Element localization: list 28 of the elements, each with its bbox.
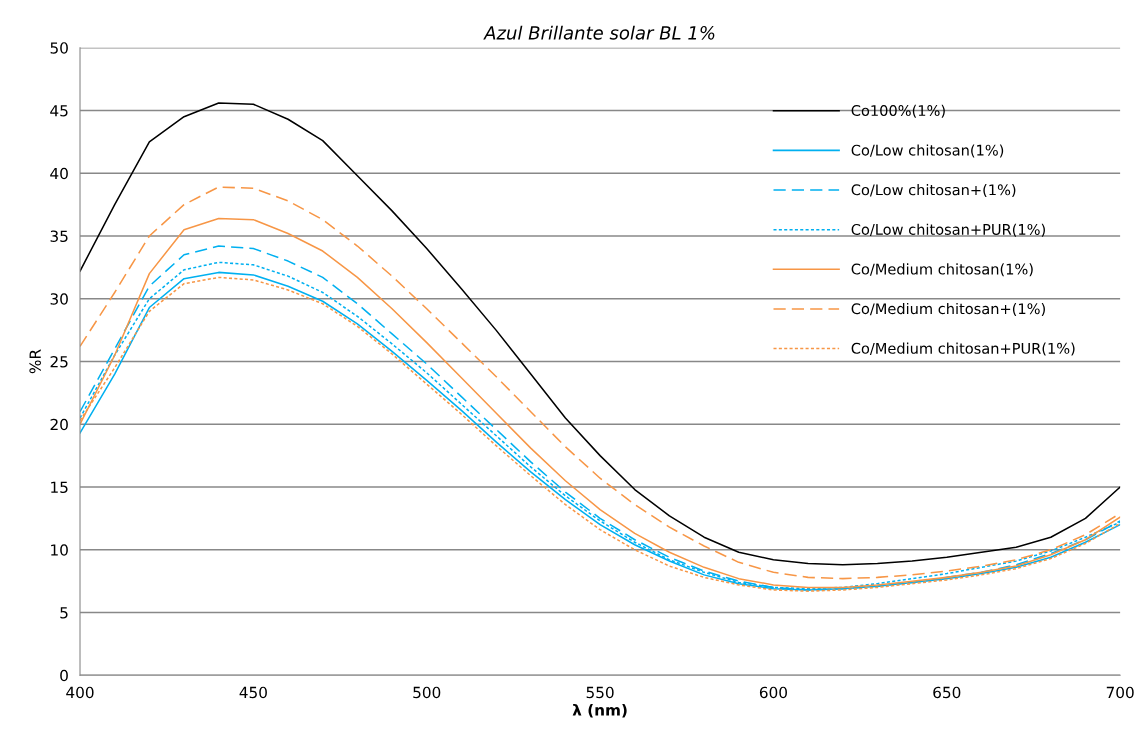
y-tick-label: 25: [50, 355, 68, 368]
chart-title: Azul Brillante solar BL 1%: [483, 25, 715, 40]
legend-label: Co/Medium chitosan+PUR(1%): [851, 342, 1075, 356]
legend-label: Co/Low chitosan(1%): [851, 144, 1004, 158]
x-tick-label: 650: [933, 686, 961, 699]
y-tick-label: 20: [50, 418, 68, 431]
legend-label: Co100%(1%): [851, 104, 945, 118]
y-axis-title: %R: [29, 349, 41, 374]
y-tick-label: 15: [51, 481, 68, 494]
y-tick-label: 5: [60, 607, 68, 619]
legend-label: Co/Low chitosan+(1%): [851, 184, 1016, 198]
legend-label: Co/Medium chitosan+(1%): [851, 302, 1045, 316]
x-tick-label: 550: [586, 686, 614, 699]
x-tick-label: 700: [1106, 686, 1134, 699]
x-tick-label: 500: [413, 686, 441, 699]
y-tick-label: 35: [50, 230, 68, 242]
legend-label: Co/Low chitosan+PUR(1%): [851, 223, 1045, 237]
y-tick-label: 45: [50, 105, 68, 117]
y-tick-label: 40: [50, 167, 68, 180]
y-tick-label: 50: [50, 42, 68, 54]
x-axis-title: λ (nm): [572, 703, 627, 718]
legend-label: Co/Medium chitosan(1%): [851, 263, 1033, 277]
y-tick-label: 30: [50, 293, 68, 305]
x-tick-label: 600: [759, 686, 787, 699]
x-tick-label: 400: [66, 686, 94, 699]
x-tick-label: 450: [239, 686, 267, 699]
y-tick-label: 0: [60, 669, 68, 682]
y-tick-label: 10: [51, 544, 68, 556]
